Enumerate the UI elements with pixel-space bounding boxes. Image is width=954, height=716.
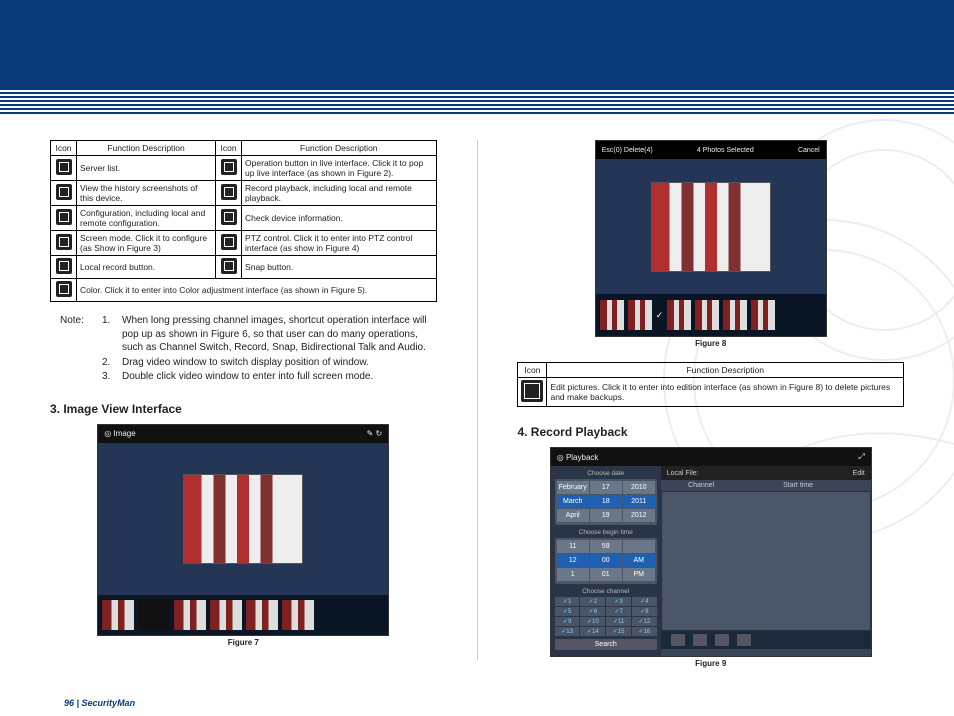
figure-9-wrap: ◎ Playback ⤢ Choose date February172010 M… [517,447,904,668]
ptz-icon [221,234,237,250]
thumbnail [695,300,719,330]
note-num: 1. [102,314,114,355]
thumbnail [723,300,747,330]
edit-icon: ✎ ↻ [367,429,383,438]
cell: Server list. [77,156,216,181]
column-divider [477,140,478,660]
icon-table-right: IconFunction Description Edit pictures. … [517,362,904,407]
toolbar-icon [737,634,751,646]
note-label: Note: [60,314,94,355]
figure-7-screenshot: ◎ Image ✎ ↻ [98,425,388,635]
header-banner [0,0,954,88]
right-column: Esc(0) Delete(4)4 Photos SelectedCancel … [517,140,904,664]
camera-preview [183,474,303,564]
gear-icon [56,209,72,225]
thumbnail [667,300,691,330]
history-icon [56,184,72,200]
cell: Local record button. [77,256,216,279]
icon-table-left: Icon Function Description Icon Function … [50,140,437,302]
footer-sep: | [74,698,82,708]
note-num: 2. [102,356,114,370]
note-num: 3. [102,370,114,384]
figure-7-caption: Figure 7 [50,638,437,647]
cell: Operation button in live interface. Clic… [242,156,436,181]
color-icon [56,281,72,297]
thumbnail [282,600,314,630]
thumbnail [138,600,170,630]
figure-9-screenshot: ◎ Playback ⤢ Choose date February172010 M… [551,448,871,656]
page-footer: 96 | SecurityMan [64,698,135,708]
choose-date-label: Choose date [555,470,657,477]
section-4-heading: 4. Record Playback [517,425,904,439]
fig9-title: ◎ Playback [557,453,599,462]
col-desc: Function Description [547,363,904,378]
tools-icon [221,159,237,175]
start-col: Start time [733,482,862,489]
toolbar-icon [715,634,729,646]
playback-list [661,491,871,631]
left-column: Icon Function Description Icon Function … [50,140,437,664]
figure-9-caption: Figure 9 [517,659,904,668]
figure-7-wrap: ◎ Image ✎ ↻ Figure 7 [50,424,437,647]
col-icon: Icon [51,141,77,156]
header-stripes [0,88,954,114]
edit-icon [521,380,543,402]
camera-icon [221,258,237,274]
thumbnail [210,600,242,630]
cell: Snap button. [242,256,436,279]
choose-channel-label: Choose channel [555,588,657,595]
toolbar-icon [693,634,707,646]
playback-icon [221,184,237,200]
choose-time-label: Choose begin time [555,529,657,536]
camera-preview [651,182,771,272]
cell: Check device information. [242,206,436,231]
list-icon [56,159,72,175]
figure-8-wrap: Esc(0) Delete(4)4 Photos SelectedCancel … [517,140,904,348]
record-icon [56,258,72,274]
time-picker: 1159 1200AM 101PM [555,538,657,584]
section-3-heading: 3. Image View Interface [50,402,437,416]
fig8-right: Cancel [798,147,820,154]
thumbnail [628,300,652,330]
note-text: Drag video window to switch display posi… [122,356,437,370]
expand-icon: ⤢ [858,452,864,462]
fig7-title: ◎ Image [104,429,135,438]
local-file-label: Local File: [667,470,699,477]
cell: Configuration, including local and remot… [77,206,216,231]
info-icon [221,209,237,225]
fig8-left: Esc(0) Delete(4) [602,147,653,154]
page-content: Icon Function Description Icon Function … [0,114,954,674]
check-icon: ✓ [656,310,664,321]
thumbnail [174,600,206,630]
cell: Edit pictures. Click it to enter into ed… [547,378,904,407]
fig8-title: 4 Photos Selected [697,147,754,154]
thumbnail [102,600,134,630]
channel-grid: ✓1✓2✓3✓4 ✓5✓6✓7✓8 ✓9✓10✓11✓12 ✓13✓14✓15✓… [555,597,657,636]
cell: Color. Click it to enter into Color adju… [77,279,437,302]
cell: PTZ control. Click it to enter into PTZ … [242,231,436,256]
page-number: 96 [64,698,74,708]
thumbnail [751,300,775,330]
thumbnail [600,300,624,330]
date-picker: February172010 March182011 April192012 [555,479,657,525]
note-text: Double click video window to enter into … [122,370,437,384]
col-desc: Function Description [77,141,216,156]
channel-col: Channel [669,482,734,489]
note-text: When long pressing channel images, short… [122,314,437,355]
figure-8-screenshot: Esc(0) Delete(4)4 Photos SelectedCancel … [596,141,826,336]
edit-label: Edit [853,470,865,477]
footer-name: SecurityMan [82,698,136,708]
col-icon2: Icon [216,141,242,156]
thumbnail [246,600,278,630]
cell: Screen mode. Click it to configure (as S… [77,231,216,256]
toolbar-icon [671,634,685,646]
col-icon: Icon [518,363,547,378]
figure-8-caption: Figure 8 [517,339,904,348]
note-block: Note:1.When long pressing channel images… [50,314,437,384]
cell: View the history screenshots of this dev… [77,181,216,206]
search-button: Search [555,639,657,650]
cell: Record playback, including local and rem… [242,181,436,206]
grid-icon [56,234,72,250]
col-desc2: Function Description [242,141,436,156]
